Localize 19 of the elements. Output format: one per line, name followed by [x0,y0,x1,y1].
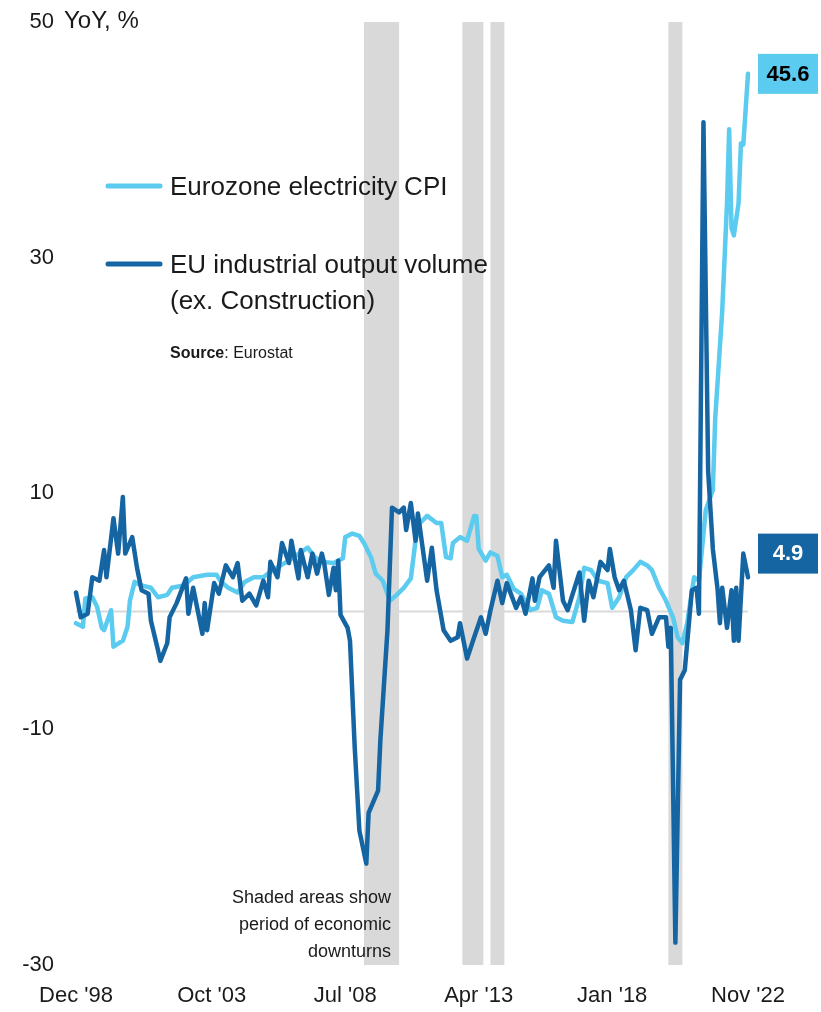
x-tick-label: Apr '13 [444,982,514,1007]
x-tick-label: Dec '98 [39,982,113,1007]
y-axis-title: YoY, % [64,6,139,34]
x-tick-label: Jan '18 [577,982,648,1007]
y-tick-label: -30 [22,950,54,976]
line-series [73,119,751,945]
y-tick-label: 50 [29,7,54,33]
annotation: Source: Eurostat [170,344,294,361]
annotation: Shaded areas show period of economic downturns [231,887,392,961]
x-tick-label: Jul '08 [313,982,377,1007]
legend-label: Eurozone electricity CPI [170,171,448,201]
y-tick-label: 10 [29,479,54,505]
annotation: 4.9 [772,540,804,566]
x-tick-label: Oct '03 [177,982,247,1007]
y-tick-label: -10 [22,715,54,741]
x-tick-label: Nov '22 [711,982,785,1007]
y-tick-label: 30 [29,243,54,269]
annotation: 45.6 [766,60,810,86]
legend-label: EU industrial output volume (ex. Construction) [170,249,488,315]
